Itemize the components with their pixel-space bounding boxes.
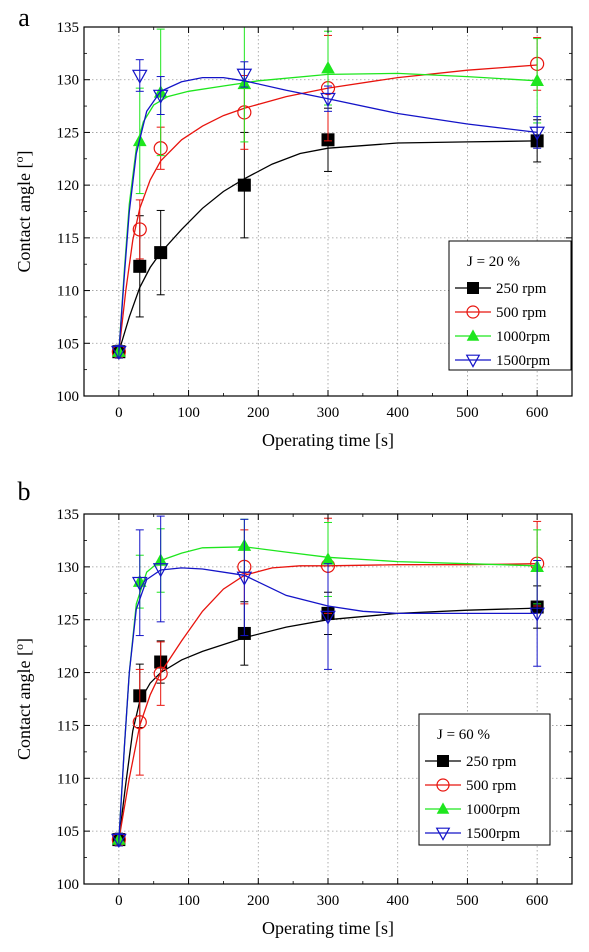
legend-title: J = 20 %: [467, 254, 520, 270]
data-point: [530, 73, 544, 86]
legend-label: 1000rpm: [496, 329, 550, 345]
legend-marker: [466, 329, 480, 341]
y-tick-label: 105: [57, 824, 80, 840]
x-tick-label: 200: [247, 405, 270, 421]
data-point: [236, 68, 253, 83]
legend: J = 60 % 250 rpm 500 rpm 1000rpm 1500rpm: [418, 713, 551, 846]
data-point: [131, 69, 148, 84]
y-tick-label: 135: [57, 507, 80, 523]
data-point: [529, 126, 545, 141]
y-axis-label: Contact angle [o]: [12, 638, 34, 760]
y-tick-label: 110: [57, 284, 79, 300]
x-axis-label: Operating time [s]: [262, 430, 394, 450]
data-point: [111, 833, 127, 848]
series-line: [118, 140, 538, 352]
x-tick-label: 0: [115, 405, 123, 421]
panel-label: a: [18, 3, 30, 32]
chart-panel-a: 0 100 200 300 400 500 600 100 105 110 115 120 125 130…: [12, 3, 573, 450]
legend: J = 20 % 250 rpm 500 rpm 1000rpm 1500rpm: [448, 240, 572, 371]
legend-marker: [435, 827, 451, 841]
series-1500rpm: [111, 59, 545, 361]
panel-label: b: [18, 477, 31, 506]
data-point: [152, 89, 169, 104]
x-tick-label: 200: [247, 893, 270, 909]
data-point: [236, 571, 253, 586]
legend-marker: [465, 354, 481, 368]
data-point: [154, 246, 168, 260]
series-line: [118, 563, 538, 840]
y-tick-label: 110: [57, 771, 79, 787]
legend-label: 250 rpm: [496, 281, 547, 297]
data-point: [320, 610, 336, 625]
legend-title: J = 60 %: [437, 727, 490, 743]
data-point: [237, 178, 251, 192]
y-tick-label: 100: [57, 877, 80, 893]
data-point: [131, 576, 148, 592]
legend-marker: [437, 755, 449, 767]
x-tick-label: 300: [317, 405, 340, 421]
x-tick-label: 400: [386, 405, 409, 421]
series-line: [118, 567, 538, 840]
y-tick-label: 130: [57, 560, 80, 576]
series-line: [118, 72, 538, 352]
data-point: [132, 222, 147, 237]
x-tick-label: 600: [526, 893, 549, 909]
legend-label: 1500rpm: [496, 353, 550, 369]
data-point: [133, 259, 147, 273]
y-tick-label: 125: [57, 125, 80, 141]
legend-label: 1000rpm: [466, 802, 520, 818]
legend-label: 250 rpm: [466, 754, 517, 770]
y-tick-label: 130: [57, 73, 80, 89]
legend-marker: [436, 778, 450, 792]
x-tick-label: 600: [526, 405, 549, 421]
x-tick-label: 400: [386, 893, 409, 909]
data-point: [132, 715, 147, 730]
legend-marker: [436, 802, 450, 814]
chart-panel-b: 0 100 200 300 400 500 600 100 105 110 115 120 125 130…: [12, 477, 573, 938]
x-tick-label: 500: [456, 893, 479, 909]
data-point: [153, 666, 168, 681]
data-point: [321, 552, 335, 565]
degree-superscript: o: [12, 644, 26, 650]
legend-label: 500 rpm: [496, 305, 547, 321]
y-tick-label: 135: [57, 20, 80, 36]
y-tick-label: 115: [57, 231, 79, 247]
degree-superscript: o: [12, 157, 26, 163]
y-tick-label: 125: [57, 613, 80, 629]
legend-marker: [467, 282, 479, 294]
x-tick-label: 100: [177, 405, 200, 421]
legend-label: 1500rpm: [466, 826, 520, 842]
x-tick-label: 100: [177, 893, 200, 909]
x-tick-label: 0: [115, 893, 123, 909]
y-tick-label: 100: [57, 389, 80, 405]
y-tick-label: 120: [57, 666, 80, 682]
x-tick-label: 500: [456, 405, 479, 421]
series-line: [118, 76, 538, 352]
y-tick-label: 105: [57, 336, 80, 352]
series-line: [118, 64, 538, 352]
data-point: [529, 607, 545, 622]
x-axis-label: Operating time [s]: [262, 918, 394, 938]
data-point: [111, 345, 127, 361]
y-tick-label: 115: [57, 718, 79, 734]
data-point: [320, 92, 336, 108]
series-1500rpm: [111, 515, 545, 848]
x-tick-label: 300: [317, 893, 340, 909]
legend-marker: [466, 305, 480, 319]
y-tick-label: 120: [57, 178, 80, 194]
data-point: [152, 563, 169, 578]
y-axis-label: Contact angle [o]: [12, 151, 34, 273]
data-point: [321, 60, 335, 74]
legend-label: 500 rpm: [466, 778, 517, 794]
legend-box: [448, 240, 572, 371]
